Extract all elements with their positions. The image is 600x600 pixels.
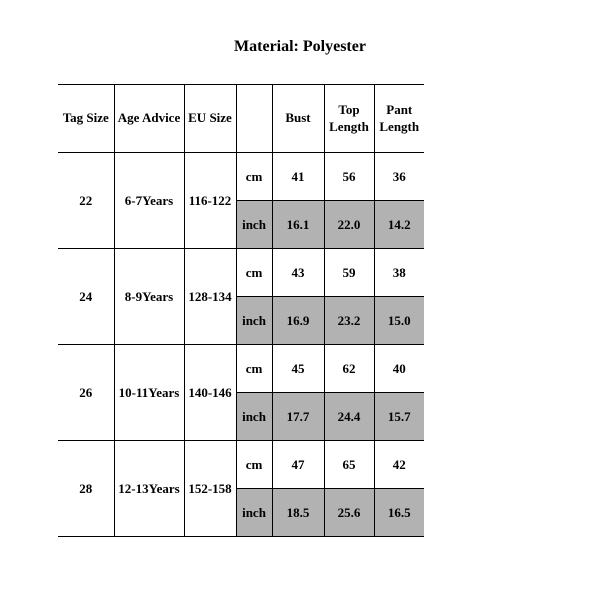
table-row: 26 10-11Years 140-146 cm 45 62 40 [58, 345, 424, 393]
cell-pant-inch: 15.0 [374, 297, 424, 345]
cell-bust-inch: 17.7 [272, 393, 324, 441]
cell-unit-cm: cm [236, 249, 272, 297]
cell-pant-inch: 14.2 [374, 201, 424, 249]
col-pant-length: Pant Length [374, 85, 424, 153]
col-bust: Bust [272, 85, 324, 153]
table-row: 28 12-13Years 152-158 cm 47 65 42 [58, 441, 424, 489]
table-header-row: Tag Size Age Advice EU Size Bust Top Len… [58, 85, 424, 153]
cell-unit-cm: cm [236, 153, 272, 201]
cell-tag-size: 26 [58, 345, 114, 441]
cell-pant-inch: 16.5 [374, 489, 424, 537]
size-chart-table: Tag Size Age Advice EU Size Bust Top Len… [58, 84, 424, 537]
table-row: 24 8-9Years 128-134 cm 43 59 38 [58, 249, 424, 297]
cell-bust-cm: 45 [272, 345, 324, 393]
cell-pant-cm: 42 [374, 441, 424, 489]
cell-tag-size: 22 [58, 153, 114, 249]
cell-bust-cm: 43 [272, 249, 324, 297]
cell-top-inch: 25.6 [324, 489, 374, 537]
table-row: 22 6-7Years 116-122 cm 41 56 36 [58, 153, 424, 201]
cell-eu-size: 128-134 [184, 249, 236, 345]
cell-eu-size: 116-122 [184, 153, 236, 249]
cell-age-advice: 6-7Years [114, 153, 184, 249]
col-tag-size: Tag Size [58, 85, 114, 153]
cell-pant-inch: 15.7 [374, 393, 424, 441]
cell-pant-cm: 36 [374, 153, 424, 201]
cell-top-cm: 59 [324, 249, 374, 297]
cell-age-advice: 12-13Years [114, 441, 184, 537]
cell-tag-size: 28 [58, 441, 114, 537]
cell-eu-size: 140-146 [184, 345, 236, 441]
col-top-length: Top Length [324, 85, 374, 153]
cell-bust-inch: 16.1 [272, 201, 324, 249]
col-age-advice: Age Advice [114, 85, 184, 153]
cell-top-cm: 62 [324, 345, 374, 393]
cell-age-advice: 8-9Years [114, 249, 184, 345]
size-chart-body: 22 6-7Years 116-122 cm 41 56 36 inch 16.… [58, 153, 424, 537]
cell-eu-size: 152-158 [184, 441, 236, 537]
cell-bust-inch: 16.9 [272, 297, 324, 345]
cell-unit-inch: inch [236, 297, 272, 345]
cell-top-inch: 23.2 [324, 297, 374, 345]
cell-unit-inch: inch [236, 201, 272, 249]
cell-age-advice: 10-11Years [114, 345, 184, 441]
cell-unit-cm: cm [236, 441, 272, 489]
cell-top-inch: 22.0 [324, 201, 374, 249]
cell-bust-inch: 18.5 [272, 489, 324, 537]
page-title: Material: Polyester [0, 0, 600, 84]
cell-pant-cm: 38 [374, 249, 424, 297]
cell-unit-cm: cm [236, 345, 272, 393]
col-unit [236, 85, 272, 153]
col-eu-size: EU Size [184, 85, 236, 153]
cell-bust-cm: 41 [272, 153, 324, 201]
cell-pant-cm: 40 [374, 345, 424, 393]
size-chart-page: { "title": "Material: Polyester", "colum… [0, 0, 600, 600]
cell-top-inch: 24.4 [324, 393, 374, 441]
cell-top-cm: 65 [324, 441, 374, 489]
cell-bust-cm: 47 [272, 441, 324, 489]
cell-top-cm: 56 [324, 153, 374, 201]
cell-unit-inch: inch [236, 489, 272, 537]
cell-unit-inch: inch [236, 393, 272, 441]
cell-tag-size: 24 [58, 249, 114, 345]
